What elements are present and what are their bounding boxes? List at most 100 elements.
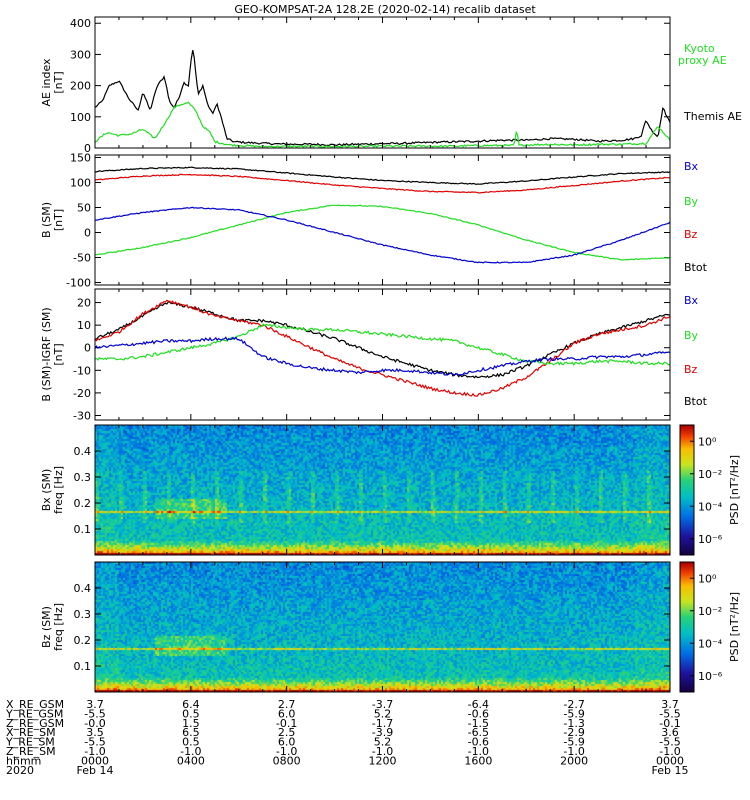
xaxis-value: -1.0 <box>372 745 393 758</box>
bx-spec-panel-colorbar-tick-label: 10⁻⁶ <box>698 533 723 546</box>
bx-spec-panel-ylabel-unit: freq [Hz] <box>52 466 65 514</box>
xaxis-value: -0.1 <box>276 717 297 730</box>
xaxis-value: -5.5 <box>659 707 680 720</box>
bsm-legend-bx: Bx <box>684 160 699 173</box>
xaxis-value: 3.6 <box>661 726 679 739</box>
bx-spec-panel-ytick-label: 0.3 <box>74 471 92 484</box>
igrf-legend-bz: Bz <box>684 363 698 376</box>
bz-spec-panel-ylabel-unit: freq [Hz] <box>52 603 65 651</box>
bsm-panel-ytick-label: 150 <box>70 152 91 165</box>
ae-panel-ylabel-unit: [nT] <box>52 71 65 93</box>
ae-panel-ytick-label: 0 <box>84 142 91 155</box>
xaxis-value: -1.0 <box>276 745 297 758</box>
bz-spec-panel-ylabel: Bz (SM) <box>40 606 53 648</box>
igrf-legend-btot: Btot <box>684 395 708 408</box>
xaxis-row-label: X_RE_GSM <box>6 698 64 711</box>
xaxis-value: 6.0 <box>278 707 296 720</box>
xaxis-row-label: Y_RE_GSM <box>5 707 63 720</box>
xaxis-row-label: X_RE_SM <box>6 726 56 739</box>
bz-spec-panel-colorbar-tick-label: 10⁰ <box>698 572 717 585</box>
xaxis-value: -0.1 <box>659 717 680 730</box>
xaxis-value: -3.7 <box>372 698 393 711</box>
bsm-legend-by: By <box>684 195 699 208</box>
xaxis-value: 1600 <box>464 754 492 767</box>
bx-spec-panel-colorbar-tick-label: 10⁻² <box>698 468 722 481</box>
xaxis-row-label: hhmm <box>6 754 41 767</box>
bz-spec-panel-ytick-label: 0.4 <box>74 582 92 595</box>
bz-spec-panel-colorbar-tick-label: 10⁻² <box>698 605 722 618</box>
xaxis-value: -0.0 <box>84 717 105 730</box>
bx-spec-panel-colorbar-canvas <box>680 425 694 555</box>
xaxis-value: -6.4 <box>468 698 489 711</box>
xaxis-value: -2.7 <box>563 698 584 711</box>
bz-spec-panel-colorbar-tick-label: 10⁻⁴ <box>698 637 723 650</box>
xaxis-value: 6.5 <box>182 726 200 739</box>
igrf-legend-bx: Bx <box>684 294 699 307</box>
bsm-panel-ylabel: B (SM) <box>40 202 53 238</box>
bx-spec-panel-colorbar <box>680 425 694 555</box>
bx-spec-panel-heatmap-canvas <box>95 425 670 555</box>
igrf-panel-ytick-label: -10 <box>73 364 91 377</box>
ae-panel-ytick-label: 300 <box>70 48 91 61</box>
bsm-panel-ytick-label: 50 <box>77 202 91 215</box>
xaxis-value: 3.7 <box>86 698 104 711</box>
xaxis-value: -1.0 <box>84 745 105 758</box>
xaxis-value: 0800 <box>273 754 301 767</box>
xaxis-value: -1.0 <box>563 745 584 758</box>
bsm-legend-btot: Btot <box>684 261 708 274</box>
legend-proxy-ae: proxy AE <box>678 54 727 67</box>
xaxis-value: 1200 <box>369 754 397 767</box>
igrf-legend-by: By <box>684 329 699 342</box>
igrf-panel-series-by <box>94 323 671 366</box>
xaxis-row-label: 2020 <box>6 764 34 777</box>
bx-spec-panel-colorbar-tick-label: 10⁰ <box>698 435 717 448</box>
xaxis-value: Feb 15 <box>652 764 689 777</box>
xaxis-value: Feb 14 <box>77 764 114 777</box>
igrf-panel-series-btot <box>94 301 671 379</box>
igrf-panel-ylabel-unit: [nT] <box>52 343 65 365</box>
ae-panel-ytick-label: 200 <box>70 80 91 93</box>
xaxis-value: 1.5 <box>182 717 200 730</box>
legend-themis-ae: Themis AE <box>683 110 742 123</box>
xaxis-value: 0.5 <box>182 736 200 749</box>
xaxis-value: -5.9 <box>563 707 584 720</box>
igrf-panel-ytick-label: -30 <box>73 409 91 422</box>
bsm-legend-bz: Bz <box>684 228 698 241</box>
xaxis-value: -1.0 <box>659 745 680 758</box>
bz-spec-panel-colorbar <box>680 562 694 692</box>
bx-spec-panel-colorbar-frame <box>679 424 695 556</box>
xaxis-value: 6.0 <box>278 736 296 749</box>
igrf-panel-ytick-label: 20 <box>77 297 91 310</box>
xaxis-value: -6.5 <box>468 726 489 739</box>
xaxis-value: 3.5 <box>86 726 104 739</box>
xaxis-value: -3.9 <box>372 726 393 739</box>
ae-panel-series-themis-ae <box>94 49 671 147</box>
xaxis-value: 0.5 <box>182 707 200 720</box>
xaxis-row-label: Z_RE_SM <box>6 745 56 758</box>
bsm-panel-ytick-label: -100 <box>66 277 91 290</box>
bx-spec-panel-colorbar-label: PSD [nT²/Hz] <box>728 455 741 525</box>
xaxis-value: 2000 <box>560 754 588 767</box>
bx-spec-panel-ytick-label: 0.4 <box>74 445 92 458</box>
xaxis-value: -0.6 <box>468 707 489 720</box>
ae-panel-ytick-label: 100 <box>70 111 91 124</box>
legend-kyoto: Kyoto <box>684 42 715 55</box>
xaxis-value: 2.7 <box>278 698 296 711</box>
igrf-panel-ytick-label: 10 <box>77 319 91 332</box>
bsm-panel-ylabel-unit: [nT] <box>52 209 65 231</box>
bz-spec-panel-ytick-label: 0.2 <box>74 634 92 647</box>
ae-panel-ytick-label: 400 <box>70 17 91 30</box>
bsm-panel-ytick-label: -50 <box>73 252 91 265</box>
bx-spec-panel-ytick-label: 0.1 <box>74 523 92 536</box>
bsm-panel-series-by <box>94 204 671 261</box>
igrf-panel-ytick-label: 0 <box>84 342 91 355</box>
xaxis-value: -5.5 <box>84 736 105 749</box>
xaxis-value: -1.0 <box>468 745 489 758</box>
igrf-panel-series-bx <box>94 336 671 376</box>
xaxis-value: -2.9 <box>563 726 584 739</box>
xaxis-row-label: Y_RE_SM <box>5 736 55 749</box>
ae-panel-frame <box>94 16 671 149</box>
bz-spec-panel-colorbar-label: PSD [nT²/Hz] <box>728 592 741 662</box>
xaxis-value: -1.3 <box>563 717 584 730</box>
